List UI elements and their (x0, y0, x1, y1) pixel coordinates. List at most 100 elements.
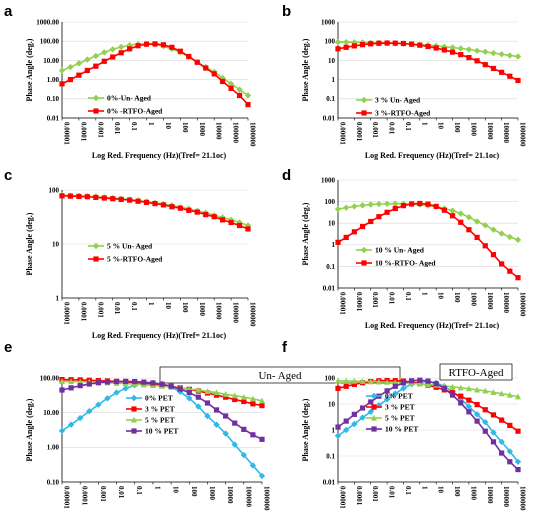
data-point (343, 44, 349, 50)
y-axis-title: Phase Angle (deg.) (301, 202, 310, 265)
data-point (473, 47, 481, 54)
x-tick-label: 0.1 (135, 486, 143, 495)
data-point (417, 42, 423, 48)
y-tick-label: 1000 (321, 18, 336, 26)
data-point (342, 204, 350, 211)
panel-letter: d (282, 167, 291, 184)
data-point (417, 200, 423, 207)
data-point (228, 219, 234, 226)
data-point (392, 390, 399, 397)
data-point (67, 193, 74, 199)
panel-letter: b (282, 3, 291, 20)
data-point (359, 202, 366, 209)
data-point (84, 194, 90, 200)
data-point (67, 77, 74, 83)
legend-label: 10 %-RTFO- Aged (375, 259, 436, 268)
x-tick-label: 1 (153, 486, 161, 490)
legend-item: 3 % PET (366, 403, 415, 412)
legend-marker (360, 96, 368, 104)
y-tick-label: 10.00 (43, 57, 59, 65)
x-axis-title: Log Red. Frequency (Hz)(Tref= 21.1oc) (365, 321, 500, 330)
x-tick-label: 1000000 (263, 486, 271, 511)
y-tick-label: 0.01 (323, 478, 336, 486)
data-point (101, 195, 107, 201)
data-point (236, 222, 243, 229)
data-point (400, 385, 407, 392)
data-point (351, 381, 357, 387)
series-1 (59, 193, 251, 232)
x-tick-label: 1000000 (519, 486, 527, 511)
x-tick-label: 0.00001 (339, 122, 347, 145)
panel-letter: e (4, 339, 12, 356)
legend-item: 10 % PET (126, 427, 178, 436)
panel-d: d 0.01 0.1 1 10 100 1000 0.00001 0.0001 0.001 0.01… (282, 167, 527, 330)
data-point (77, 378, 84, 385)
data-point (392, 383, 398, 389)
panel-b: b 0.01 0.1 1 10 100 1000 0.00001 0.0001 0.001 0.01… (282, 3, 527, 160)
x-tick-label: 1000 (198, 302, 206, 317)
legend-marker (93, 108, 99, 114)
data-point (76, 72, 82, 78)
data-point (514, 53, 522, 60)
x-tick-label: 100 (453, 292, 461, 303)
y-tick-label: 10 (52, 240, 60, 248)
panel-letter: f (282, 339, 288, 356)
data-point (104, 379, 111, 385)
data-point (458, 52, 464, 58)
x-tick-label: 0.1 (404, 486, 412, 495)
x-tick-label: 0.0001 (79, 122, 87, 142)
data-point (384, 40, 390, 46)
data-point (351, 229, 357, 235)
data-point (152, 200, 158, 207)
x-tick-label: 10000 (486, 122, 494, 140)
x-tick-label: 0.01 (388, 292, 396, 305)
data-point (499, 261, 505, 267)
legend-label: 3 % PET (385, 403, 415, 412)
data-point (351, 411, 357, 417)
y-tick-label: 100.00 (40, 374, 60, 382)
x-tick-label: 0.0001 (81, 486, 89, 506)
data-point (335, 385, 341, 391)
series-0 (334, 38, 522, 60)
data-point (227, 80, 235, 88)
data-point (95, 380, 101, 386)
data-point (59, 378, 65, 384)
data-point (67, 63, 74, 71)
series-0 (334, 200, 522, 244)
y-tick-label: 0.1 (326, 95, 335, 103)
x-tick-label: 0.0001 (79, 302, 87, 322)
x-tick-label: 1000000 (519, 122, 527, 147)
data-point (465, 213, 473, 221)
legend-marker (130, 394, 138, 402)
data-point (506, 391, 513, 398)
series-1 (335, 200, 521, 281)
data-point (118, 196, 124, 202)
x-tick-label: 1000 (469, 122, 477, 137)
data-point (236, 86, 243, 93)
data-point (177, 48, 183, 54)
data-point (514, 236, 522, 244)
legend-item: 3 % PET (126, 405, 175, 414)
data-point (249, 462, 257, 469)
data-point (240, 393, 247, 400)
x-tick-label: 1 (420, 122, 428, 126)
data-point (490, 252, 497, 258)
data-point (213, 421, 220, 428)
y-axis-title: Phase Angle (deg.) (301, 38, 310, 101)
data-point (259, 436, 265, 442)
x-tick-label: 0.001 (99, 486, 107, 502)
x-tick-label: 10 (172, 486, 180, 494)
data-point (334, 38, 342, 46)
x-tick-label: 10 (437, 122, 445, 130)
x-axis-title: Log Red. Frequency (Hz)(Tref= 21.1oc) (365, 151, 500, 160)
data-point (433, 45, 439, 51)
data-point (335, 377, 341, 384)
data-point (160, 202, 167, 208)
data-point (343, 377, 350, 384)
data-point (132, 378, 138, 385)
data-point (86, 408, 93, 415)
data-point (177, 386, 183, 392)
legend-item: 3 % Un- Aged (356, 96, 421, 105)
